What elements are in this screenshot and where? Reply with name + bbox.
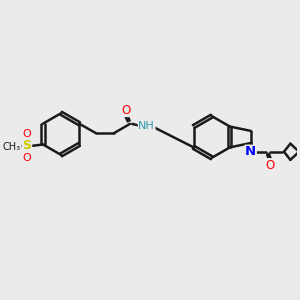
Text: O: O [23,129,32,139]
Text: N: N [245,145,256,158]
Text: O: O [266,159,275,172]
Text: O: O [23,153,32,163]
Text: NH: NH [138,121,155,131]
Text: S: S [22,140,32,152]
Text: CH₃: CH₃ [3,142,21,152]
Text: O: O [121,103,130,116]
